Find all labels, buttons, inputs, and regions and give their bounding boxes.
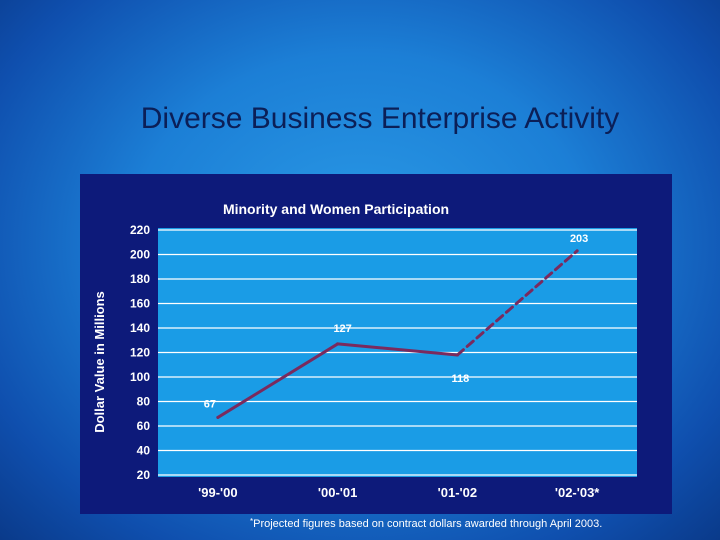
series-line bbox=[336, 342, 459, 357]
x-tick-label: '99-'00 bbox=[198, 485, 237, 500]
data-label: 118 bbox=[452, 373, 470, 385]
y-tick-label: 80 bbox=[137, 395, 151, 409]
footnote-mark: * bbox=[250, 517, 254, 526]
y-tick-label: 60 bbox=[137, 419, 151, 433]
y-tick-label: 20 bbox=[137, 468, 151, 482]
slide-title: Diverse Business Enterprise Activity bbox=[140, 102, 620, 135]
footnote: *Projected figures based on contract dol… bbox=[250, 517, 602, 530]
data-point bbox=[336, 342, 340, 346]
footnote-text: Projected figures based on contract doll… bbox=[253, 518, 603, 530]
chart-panel: Minority and Women Participation Dollar … bbox=[80, 174, 672, 514]
y-tick-label: 200 bbox=[130, 248, 150, 262]
plot-area: 20 40 60 80 100 120 140 160 180 200 220 '99-'00 '00-… bbox=[130, 223, 637, 500]
y-tick-label: 140 bbox=[130, 321, 150, 335]
x-tick-label: '02-'03* bbox=[555, 485, 600, 500]
y-tick-label: 160 bbox=[130, 297, 150, 311]
data-label: 67 bbox=[204, 398, 216, 410]
y-tick-label: 180 bbox=[130, 272, 150, 286]
data-label: 127 bbox=[333, 323, 351, 335]
y-tick-label: 120 bbox=[130, 346, 150, 360]
y-tick-label: 40 bbox=[137, 444, 151, 458]
series-line-projected bbox=[455, 249, 579, 357]
x-tick-label: '01-'02 bbox=[438, 485, 477, 500]
data-point bbox=[216, 415, 220, 419]
data-label: 203 bbox=[570, 233, 588, 245]
x-tick-label: '00-'01 bbox=[318, 485, 357, 500]
y-axis-label: Dollar Value in Millions bbox=[92, 291, 107, 433]
y-tick-label: 220 bbox=[130, 223, 150, 237]
data-point bbox=[575, 249, 579, 253]
chart-title: Minority and Women Participation bbox=[223, 201, 449, 217]
y-tick-label: 100 bbox=[130, 370, 150, 384]
series-line bbox=[216, 342, 340, 419]
data-point bbox=[455, 353, 459, 357]
line-chart: Minority and Women Participation Dollar … bbox=[92, 201, 637, 500]
